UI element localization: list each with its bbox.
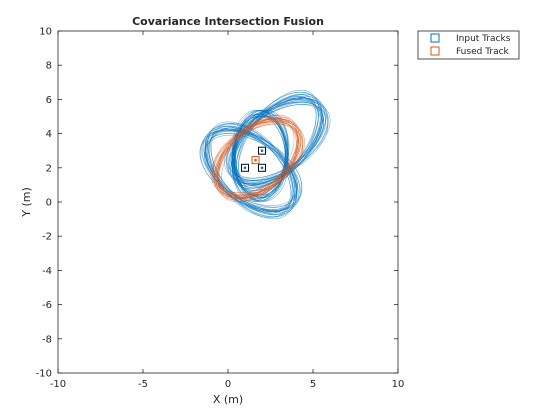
fused-track-point bbox=[254, 158, 257, 162]
legend-fused-track-marker bbox=[430, 46, 440, 56]
plot-area bbox=[58, 31, 398, 373]
y-tick-label: -10 bbox=[36, 369, 52, 380]
fused-track-covariance-ellipse bbox=[221, 117, 295, 200]
y-tick-label: 2 bbox=[46, 163, 52, 174]
y-tick-label: -4 bbox=[42, 266, 52, 277]
legend-input-tracks-marker bbox=[430, 33, 440, 43]
input-track-covariance-ellipse bbox=[199, 129, 303, 211]
input-track-point bbox=[243, 166, 247, 170]
y-axis-label: Y (m) bbox=[20, 187, 33, 218]
y-tick-label: 0 bbox=[46, 198, 52, 209]
covariance-ellipses bbox=[199, 89, 331, 220]
input-track-marker bbox=[258, 163, 266, 172]
input-track-covariance-ellipse bbox=[232, 109, 289, 202]
input-track-marker bbox=[241, 163, 249, 172]
x-tick-label: 10 bbox=[392, 379, 405, 390]
input-track-covariance-ellipse bbox=[199, 131, 302, 210]
fused-track-covariance-ellipse bbox=[217, 114, 298, 203]
input-track-covariance-ellipse bbox=[235, 89, 320, 193]
fused-track-covariance-ellipse bbox=[216, 116, 300, 200]
y-tick-label: -8 bbox=[42, 334, 52, 345]
y-tick-label: -2 bbox=[42, 232, 52, 243]
plot-axes: -10 -5 0 5 10 -10 -8 -6 -4 -2 0 2 4 6 8 10 bbox=[36, 27, 405, 391]
fused-track-covariance-ellipse bbox=[216, 123, 300, 194]
input-track-covariance-ellipse bbox=[226, 100, 328, 183]
input-track-covariance-ellipse bbox=[232, 93, 323, 189]
y-tick-label: -6 bbox=[42, 300, 52, 311]
y-tick-label: 8 bbox=[46, 61, 52, 72]
x-tick-label: -10 bbox=[50, 379, 66, 390]
fused-track-covariance-ellipse bbox=[217, 115, 299, 202]
x-tick-label: 5 bbox=[310, 379, 316, 390]
input-track-covariance-ellipse bbox=[224, 101, 331, 182]
x-axis-label: X (m) bbox=[213, 393, 243, 406]
legend: Input Tracks Fused Track bbox=[417, 30, 520, 60]
axis-ticks: -10 -5 0 5 10 -10 -8 -6 -4 -2 0 2 4 6 8 10 bbox=[36, 27, 405, 391]
y-tick-label: 6 bbox=[46, 95, 52, 106]
fused-track-covariance-ellipse bbox=[217, 121, 299, 195]
fused-track-marker bbox=[251, 156, 260, 165]
input-track-point bbox=[260, 166, 264, 170]
x-tick-label: -5 bbox=[138, 379, 148, 390]
input-track-point bbox=[260, 149, 264, 152]
fused-track-covariance-ellipse bbox=[218, 118, 297, 199]
fused-track-covariance-ellipse bbox=[212, 121, 304, 196]
chart-title: Covariance Intersection Fusion bbox=[132, 15, 324, 28]
legend-fused-track-label: Fused Track bbox=[456, 47, 510, 57]
input-track-covariance-ellipse bbox=[235, 110, 286, 202]
input-track-covariance-ellipse bbox=[234, 113, 286, 199]
fused-track-covariance-ellipse bbox=[212, 120, 303, 197]
y-tick-label: 4 bbox=[46, 129, 52, 140]
legend-input-tracks-label: Input Tracks bbox=[456, 34, 511, 44]
input-track-marker bbox=[258, 146, 266, 155]
y-tick-label: 10 bbox=[39, 27, 52, 38]
legend-box bbox=[417, 30, 520, 60]
x-tick-label: 0 bbox=[225, 379, 231, 390]
track-markers bbox=[241, 146, 266, 172]
